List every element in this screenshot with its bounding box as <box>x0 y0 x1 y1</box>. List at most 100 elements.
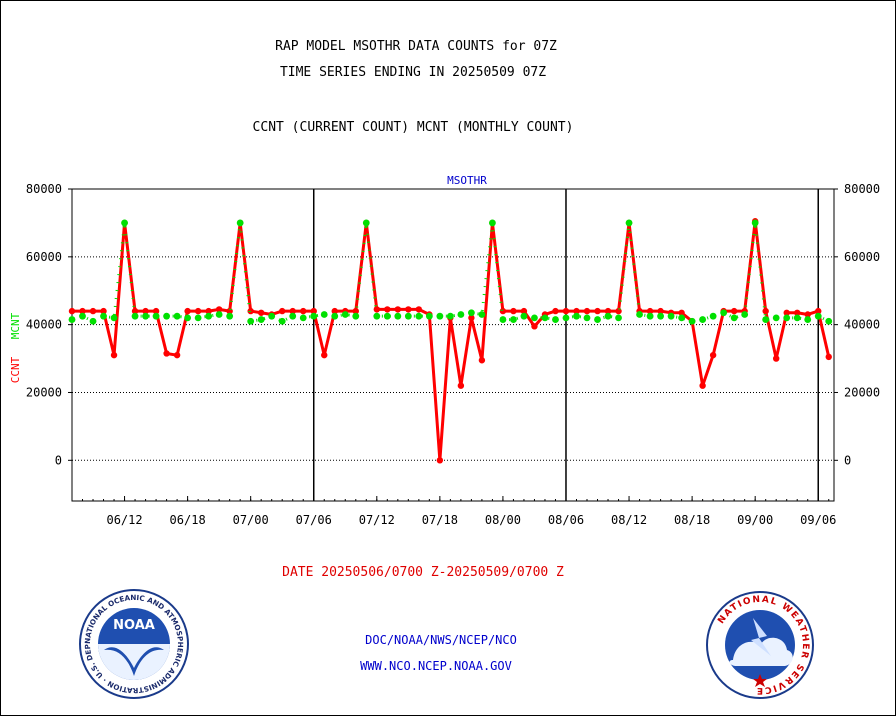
data-point-mcnt <box>79 312 86 320</box>
data-point-ccnt <box>583 307 591 315</box>
data-point-mcnt <box>404 312 412 320</box>
data-point-ccnt <box>215 306 223 313</box>
data-point-mcnt <box>510 316 517 323</box>
data-point-ccnt <box>520 307 528 315</box>
data-point-ccnt <box>562 307 570 315</box>
data-point-mcnt <box>615 314 622 322</box>
data-point-mcnt <box>467 309 475 317</box>
data-point-mcnt <box>152 312 160 320</box>
chart-title-line2: TIME SERIES ENDING IN 20250509 07Z <box>279 65 547 80</box>
data-point-ccnt <box>552 307 559 315</box>
data-point-mcnt <box>299 314 307 322</box>
data-point-mcnt <box>793 314 801 322</box>
data-point-mcnt <box>709 312 717 320</box>
y-tick-label-left: 20000 <box>26 385 62 399</box>
data-point-mcnt <box>636 311 643 318</box>
x-tick-label: 07/12 <box>359 513 395 527</box>
data-point-mcnt <box>257 316 265 323</box>
data-point-ccnt <box>730 307 738 315</box>
data-point-ccnt <box>163 350 170 357</box>
x-tick-label: 06/12 <box>106 513 142 527</box>
data-point-mcnt <box>604 312 612 320</box>
data-point-ccnt <box>815 307 822 315</box>
x-tick-label: 09/06 <box>800 513 836 527</box>
data-point-mcnt <box>657 312 664 320</box>
y-tick-label-left: 40000 <box>26 318 62 332</box>
data-point-mcnt <box>573 312 580 320</box>
data-point-mcnt <box>236 219 244 227</box>
data-point-mcnt <box>310 312 318 320</box>
data-point-ccnt <box>794 309 801 316</box>
y-axis-label-group: CCNT MCNT <box>9 312 22 383</box>
data-point-mcnt <box>688 317 696 325</box>
grid-layer <box>72 189 834 501</box>
data-point-ccnt <box>415 306 423 313</box>
data-point-mcnt <box>163 312 170 320</box>
data-point-mcnt <box>142 312 149 320</box>
x-tick-label: 07/18 <box>422 513 458 527</box>
data-point-ccnt <box>468 314 475 322</box>
data-point-mcnt <box>499 316 507 323</box>
data-point-mcnt <box>331 312 339 320</box>
data-point-mcnt <box>594 316 601 323</box>
data-point-ccnt <box>573 307 580 315</box>
data-point-mcnt <box>362 219 370 227</box>
data-point-mcnt <box>730 314 738 322</box>
y-axis-label-mcnt: MCNT <box>9 312 22 339</box>
data-point-ccnt <box>152 307 160 315</box>
data-point-ccnt <box>300 307 307 315</box>
x-tick-label: 08/06 <box>548 513 584 527</box>
data-point-ccnt <box>79 307 86 315</box>
data-point-ccnt <box>762 307 769 315</box>
data-point-ccnt <box>331 307 338 315</box>
data-point-mcnt <box>489 219 496 227</box>
svg-text:NOAA: NOAA <box>113 618 155 633</box>
data-point-mcnt <box>383 312 391 320</box>
data-point-mcnt <box>352 312 360 320</box>
data-point-mcnt <box>478 311 486 318</box>
y-tick-label-right: 60000 <box>844 250 880 264</box>
x-tick-label: 08/18 <box>674 513 710 527</box>
data-point-ccnt <box>699 382 706 389</box>
data-point-mcnt <box>814 312 822 320</box>
data-point-mcnt <box>425 312 433 320</box>
data-point-ccnt <box>457 382 465 389</box>
noaa-logo-icon: NATIONAL OCEANIC AND ATMOSPHERIC ADMINIS… <box>78 588 189 699</box>
data-point-mcnt <box>804 316 812 323</box>
data-point-ccnt <box>709 351 717 359</box>
data-point-mcnt <box>226 312 234 320</box>
data-point-mcnt <box>289 312 297 320</box>
data-point-ccnt <box>531 323 538 330</box>
data-point-ccnt <box>615 307 622 315</box>
data-point-mcnt <box>278 317 286 325</box>
data-point-mcnt <box>762 316 770 323</box>
data-point-ccnt <box>772 355 780 362</box>
plot-border <box>71 188 835 502</box>
data-point-ccnt <box>110 351 118 359</box>
data-point-mcnt <box>341 311 349 318</box>
data-point-ccnt <box>257 309 265 316</box>
series-line-mcnt <box>71 221 830 323</box>
data-point-ccnt <box>678 309 685 316</box>
data-point-mcnt <box>741 311 749 318</box>
x-tick-label: 06/18 <box>170 513 206 527</box>
data-point-ccnt <box>279 307 286 315</box>
axes-layer <box>68 188 838 502</box>
data-point-mcnt <box>552 316 559 323</box>
data-point-ccnt <box>384 306 391 313</box>
org-label: DOC/NOAA/NWS/NCEP/NCO <box>365 633 517 647</box>
series-layer <box>68 218 833 464</box>
y-tick-label-right: 20000 <box>844 385 880 399</box>
y-tick-label-left: 60000 <box>26 250 62 264</box>
x-tick-label: 08/12 <box>611 513 647 527</box>
data-point-mcnt <box>646 312 654 320</box>
data-point-ccnt <box>89 307 97 315</box>
data-point-ccnt <box>321 351 328 359</box>
data-point-mcnt <box>131 312 139 320</box>
data-point-mcnt <box>247 317 255 325</box>
data-point-mcnt <box>667 312 675 320</box>
data-point-mcnt <box>100 312 107 320</box>
website-link[interactable]: WWW.NCO.NCEP.NOAA.GOV <box>360 659 512 673</box>
data-point-mcnt <box>89 317 97 325</box>
data-point-mcnt <box>783 314 791 322</box>
